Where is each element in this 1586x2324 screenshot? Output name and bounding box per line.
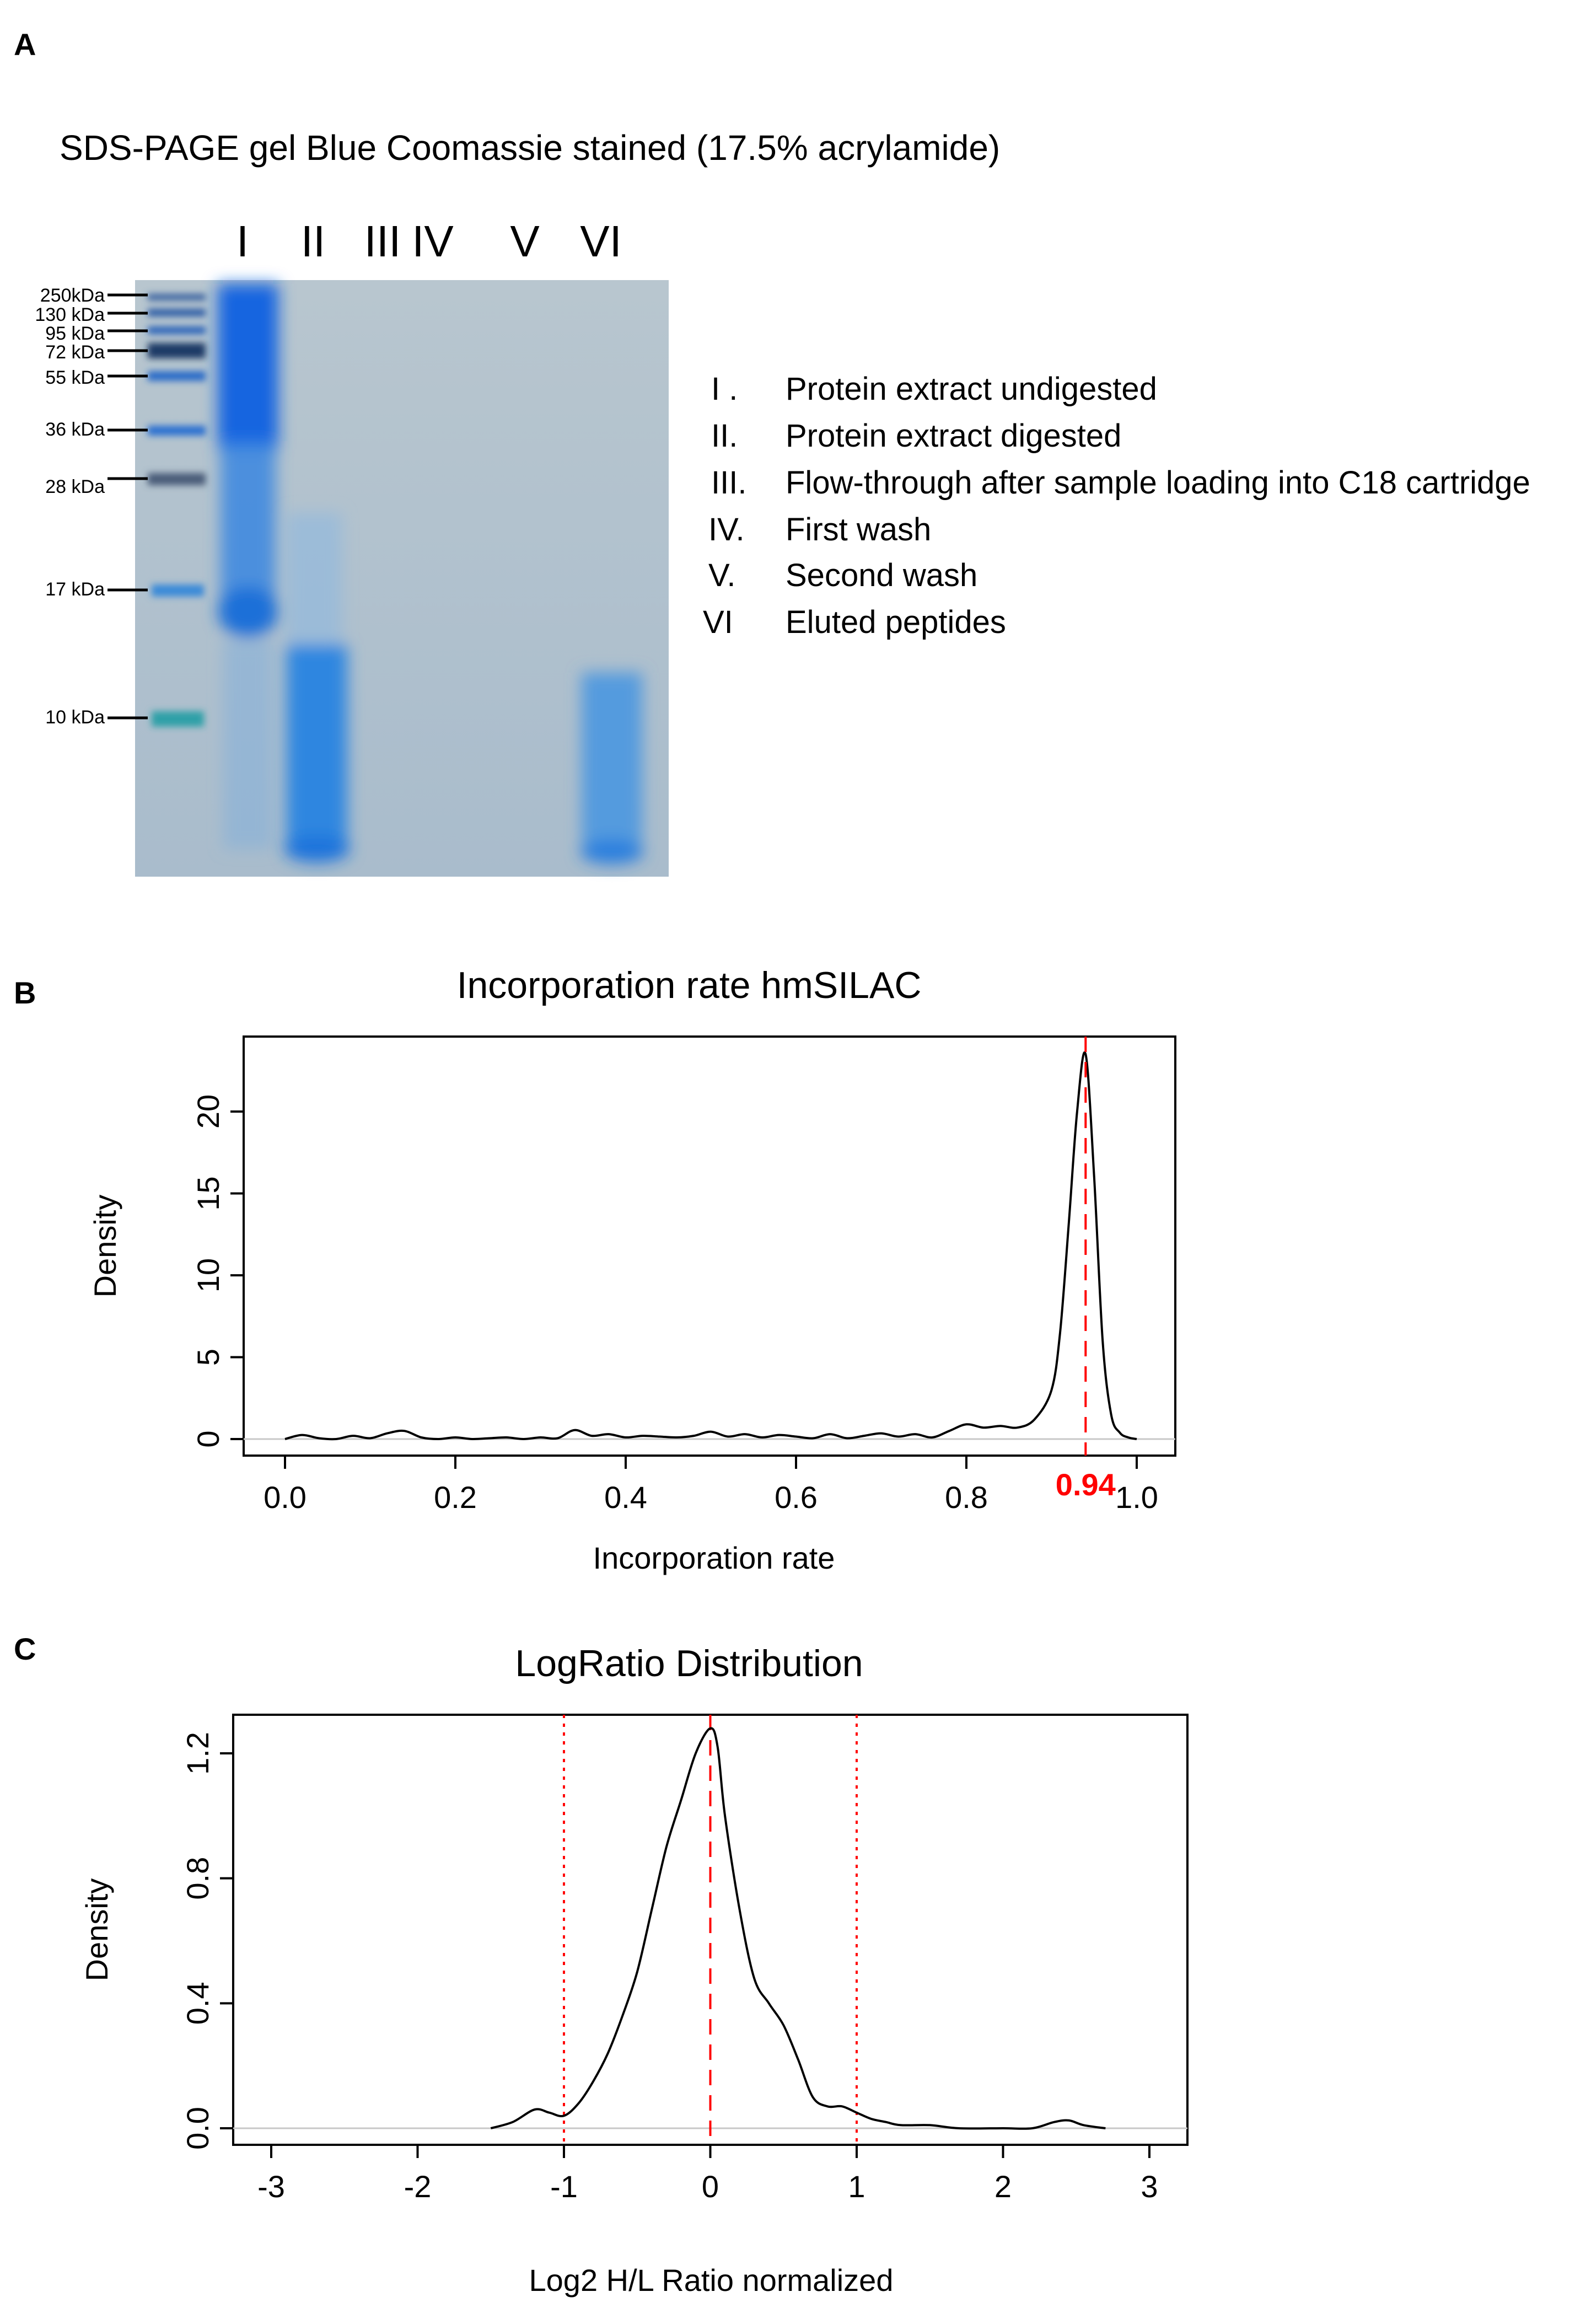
panel-b-letter: B bbox=[14, 975, 36, 1010]
legend-num-3: III. bbox=[711, 465, 746, 501]
legend-num-4: IV. bbox=[708, 512, 745, 548]
c-x-tick-label: -1 bbox=[550, 2169, 578, 2204]
b-x-tick-label: 1.0 bbox=[1115, 1480, 1158, 1515]
panel-a-title: SDS-PAGE gel Blue Coomassie stained (17.… bbox=[60, 128, 1000, 168]
c-x-tick-label: 2 bbox=[994, 2169, 1012, 2204]
legend-num-6: VI bbox=[703, 604, 733, 640]
b-x-tick-label: 0.0 bbox=[264, 1480, 307, 1515]
marker-label-130: 130 kDa bbox=[35, 304, 105, 325]
legend-text-4: First wash bbox=[786, 512, 931, 548]
chart-c-y-axis: 0.0 0.4 0.8 1.2 bbox=[180, 1732, 234, 2150]
b-y-tick-label: 5 bbox=[191, 1349, 225, 1366]
legend-num-1: I . bbox=[711, 371, 738, 407]
c-x-tick-label: -3 bbox=[257, 2169, 285, 2204]
c-x-tick-label: 3 bbox=[1141, 2169, 1158, 2204]
chart-b-xlabel: Incorporation rate bbox=[593, 1541, 835, 1575]
b-x-tick-label: 0.4 bbox=[604, 1480, 647, 1515]
lane-legend: I . Protein extract undigested II. Prote… bbox=[703, 371, 1530, 640]
lane-1-smear bbox=[218, 284, 278, 849]
b-x-tick-label: 0.8 bbox=[945, 1480, 988, 1515]
chart-b-density-curve bbox=[284, 1051, 1137, 1441]
c-y-tick-label: 1.2 bbox=[180, 1732, 215, 1775]
chart-b-y-axis: 0 5 10 15 20 bbox=[191, 1094, 245, 1448]
chart-c-ylabel: Density bbox=[79, 1878, 114, 1982]
marker-label-95: 95 kDa bbox=[45, 323, 105, 344]
b-y-tick-label: 20 bbox=[191, 1094, 225, 1129]
legend-num-2: II. bbox=[711, 418, 738, 454]
marker-label-72: 72 kDa bbox=[45, 342, 105, 363]
b-y-tick-label: 15 bbox=[191, 1176, 225, 1210]
panel-b: B Incorporation rate hmSILAC 0.0 0.2 0.4 0.… bbox=[14, 964, 1176, 1575]
chart-c-title: LogRatio Distribution bbox=[515, 1643, 863, 1684]
c-y-tick-label: 0.8 bbox=[180, 1857, 215, 1900]
panel-a: A SDS-PAGE gel Blue Coomassie stained (1… bbox=[14, 27, 1530, 877]
panel-a-letter: A bbox=[14, 27, 36, 62]
chart-b-frame bbox=[243, 1035, 1176, 1457]
b-x-tick-label: 0.6 bbox=[775, 1480, 818, 1515]
lane-label-6: VI bbox=[580, 217, 622, 266]
marker-label-250: 250kDa bbox=[40, 285, 105, 306]
c-y-tick-label: 0.4 bbox=[180, 1982, 215, 2025]
marker-labels: 250kDa 130 kDa 95 kDa 72 kDa 55 kDa 36 k… bbox=[35, 285, 148, 728]
c-y-tick-label: 0.0 bbox=[180, 2107, 215, 2150]
c-x-tick-label: 0 bbox=[702, 2169, 719, 2204]
chart-b-title: Incorporation rate hmSILAC bbox=[457, 964, 922, 1006]
legend-num-5: V. bbox=[708, 557, 735, 593]
chart-c-reference-lines bbox=[563, 1715, 858, 2145]
chart-b-ylabel: Density bbox=[88, 1195, 122, 1298]
lane-6-smear bbox=[580, 673, 644, 864]
b-y-tick-label: 0 bbox=[191, 1430, 225, 1447]
c-x-tick-label: -2 bbox=[404, 2169, 432, 2204]
legend-text-6: Eluted peptides bbox=[786, 604, 1006, 640]
panel-c-letter: C bbox=[14, 1631, 36, 1666]
ladder-bands bbox=[148, 294, 206, 727]
legend-text-1: Protein extract undigested bbox=[786, 371, 1157, 407]
chart-b-reference-label: 0.94 bbox=[1056, 1467, 1116, 1502]
lane-2-smear bbox=[284, 513, 350, 862]
lane-label-5: V bbox=[510, 217, 540, 266]
b-y-tick-label: 10 bbox=[191, 1258, 225, 1292]
legend-text-2: Protein extract digested bbox=[786, 418, 1121, 454]
marker-label-28: 28 kDa bbox=[45, 476, 105, 497]
lane-label-4: IV bbox=[412, 217, 454, 266]
marker-label-36: 36 kDa bbox=[45, 419, 105, 440]
lane-label-3: III bbox=[364, 217, 401, 266]
b-x-tick-label: 0.2 bbox=[434, 1480, 477, 1515]
chart-c-density-curve bbox=[490, 1727, 1106, 2130]
c-x-tick-label: 1 bbox=[848, 2169, 865, 2204]
legend-text-5: Second wash bbox=[786, 557, 977, 593]
marker-label-55: 55 kDa bbox=[45, 367, 105, 388]
legend-text-3: Flow-through after sample loading into C… bbox=[786, 465, 1530, 501]
marker-label-17: 17 kDa bbox=[45, 579, 105, 600]
marker-label-10: 10 kDa bbox=[45, 707, 105, 728]
lane-label-1: I bbox=[236, 217, 249, 266]
panel-c: C LogRatio Distribution -3 -2 -1 0 1 2 3 0.00.… bbox=[14, 1631, 1189, 2298]
chart-b-x-axis: 0.0 0.2 0.4 0.6 0.8 1.0 bbox=[264, 1454, 1158, 1515]
chart-c-x-axis: -3 -2 -1 0 1 2 3 bbox=[257, 2144, 1158, 2204]
lane-label-2: II bbox=[301, 217, 325, 266]
chart-c-xlabel: Log2 H/L Ratio normalized bbox=[529, 2263, 894, 2298]
gel-image bbox=[135, 280, 669, 877]
